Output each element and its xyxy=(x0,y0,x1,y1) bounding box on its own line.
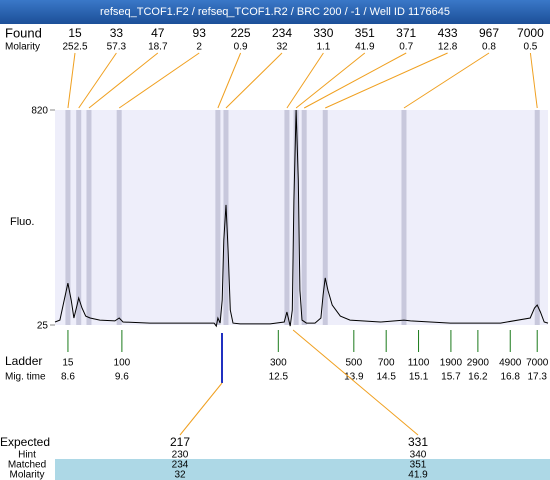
row-label: Molarity xyxy=(9,470,44,480)
row-value: 340 xyxy=(410,450,427,461)
found-band xyxy=(284,110,290,325)
found-band xyxy=(223,110,229,325)
found-connector xyxy=(325,52,448,109)
y-axis-label: Fluo. xyxy=(10,216,34,228)
ladder-time: 16.8 xyxy=(501,372,521,383)
molarity-label: Molarity xyxy=(5,42,40,53)
title-bar xyxy=(0,0,550,24)
found-band xyxy=(65,110,71,325)
ladder-size: 1100 xyxy=(408,358,430,369)
found-size: 15 xyxy=(68,26,82,40)
found-connector xyxy=(88,52,159,109)
ladder-time: 14.5 xyxy=(376,372,396,383)
found-size: 330 xyxy=(313,26,333,40)
found-molarity: 1.1 xyxy=(316,42,330,53)
expected-value: 217 xyxy=(170,435,190,449)
y-tick-label: 820 xyxy=(31,106,48,117)
ladder-size: 4900 xyxy=(499,358,522,369)
found-molarity: 32 xyxy=(276,42,288,53)
found-band xyxy=(322,110,328,325)
found-connector xyxy=(67,52,76,109)
row-label: Matched xyxy=(8,460,46,471)
found-band xyxy=(293,110,299,325)
expected-connector xyxy=(292,329,419,436)
row-value: 234 xyxy=(172,460,189,471)
row-label: Hint xyxy=(18,450,36,461)
ladder-time: 15.1 xyxy=(409,372,429,383)
ladder-label: Ladder xyxy=(5,354,42,368)
mig-time-label: Mig. time xyxy=(5,372,46,383)
found-size: 433 xyxy=(438,26,458,40)
expected-connector xyxy=(179,382,223,436)
found-size: 33 xyxy=(110,26,124,40)
found-size: 93 xyxy=(193,26,207,40)
ladder-size: 2900 xyxy=(467,358,490,369)
found-molarity: 0.5 xyxy=(523,42,537,53)
found-band xyxy=(86,110,92,325)
row-value: 41.9 xyxy=(408,470,428,480)
found-molarity: 0.8 xyxy=(482,42,496,53)
found-molarity: 12.8 xyxy=(438,42,458,53)
found-molarity: 0.7 xyxy=(399,42,413,53)
ladder-time: 15.7 xyxy=(441,372,461,383)
found-band xyxy=(301,110,307,325)
ladder-time: 8.6 xyxy=(61,372,75,383)
trace xyxy=(54,109,549,328)
matched-band xyxy=(55,459,550,480)
found-connector xyxy=(529,52,538,109)
found-size: 234 xyxy=(272,26,292,40)
ladder-time: 17.3 xyxy=(527,372,547,383)
found-molarity: 252.5 xyxy=(62,42,87,53)
ladder-size: 100 xyxy=(114,358,131,369)
ladder-size: 7000 xyxy=(526,358,549,369)
ladder-time: 16.2 xyxy=(468,372,488,383)
found-connector xyxy=(403,52,490,109)
found-band xyxy=(215,110,221,325)
row-value: 230 xyxy=(172,450,189,461)
ladder-size: 15 xyxy=(62,358,74,369)
found-molarity: 2 xyxy=(196,42,202,53)
row-value: 351 xyxy=(410,460,427,471)
found-size: 225 xyxy=(231,26,251,40)
found-molarity: 0.9 xyxy=(234,42,248,53)
ladder-size: 300 xyxy=(270,358,287,369)
ladder-time: 9.6 xyxy=(115,372,129,383)
found-connector xyxy=(303,52,407,109)
found-connector xyxy=(78,52,117,109)
found-band xyxy=(76,110,82,325)
ladder-time: 12.5 xyxy=(269,372,289,383)
found-size: 7000 xyxy=(517,26,544,40)
y-tick-label: 25 xyxy=(37,321,49,332)
found-label: Found xyxy=(5,25,42,40)
found-molarity: 41.9 xyxy=(355,42,375,53)
ladder-size: 500 xyxy=(345,358,362,369)
ladder-size: 1900 xyxy=(440,358,463,369)
found-connector xyxy=(295,52,366,109)
found-molarity: 18.7 xyxy=(148,42,168,53)
found-connector xyxy=(286,52,324,109)
ladder-time: 13.9 xyxy=(344,372,364,383)
found-connector xyxy=(118,52,200,109)
plot-area xyxy=(55,110,548,325)
expected-label: Expected xyxy=(0,435,50,449)
found-size: 351 xyxy=(355,26,375,40)
found-size: 371 xyxy=(396,26,416,40)
found-connector xyxy=(225,52,283,109)
found-connector xyxy=(217,52,242,109)
expected-value: 331 xyxy=(408,435,428,449)
ladder-size: 700 xyxy=(378,358,395,369)
title: refseq_TCOF1.F2 / refseq_TCOF1.R2 / BRC … xyxy=(100,6,450,18)
found-size: 967 xyxy=(479,26,499,40)
found-molarity: 57.3 xyxy=(107,42,127,53)
found-band xyxy=(116,110,122,325)
found-band xyxy=(534,110,540,325)
row-value: 32 xyxy=(174,470,186,480)
found-band xyxy=(401,110,407,325)
found-size: 47 xyxy=(151,26,165,40)
